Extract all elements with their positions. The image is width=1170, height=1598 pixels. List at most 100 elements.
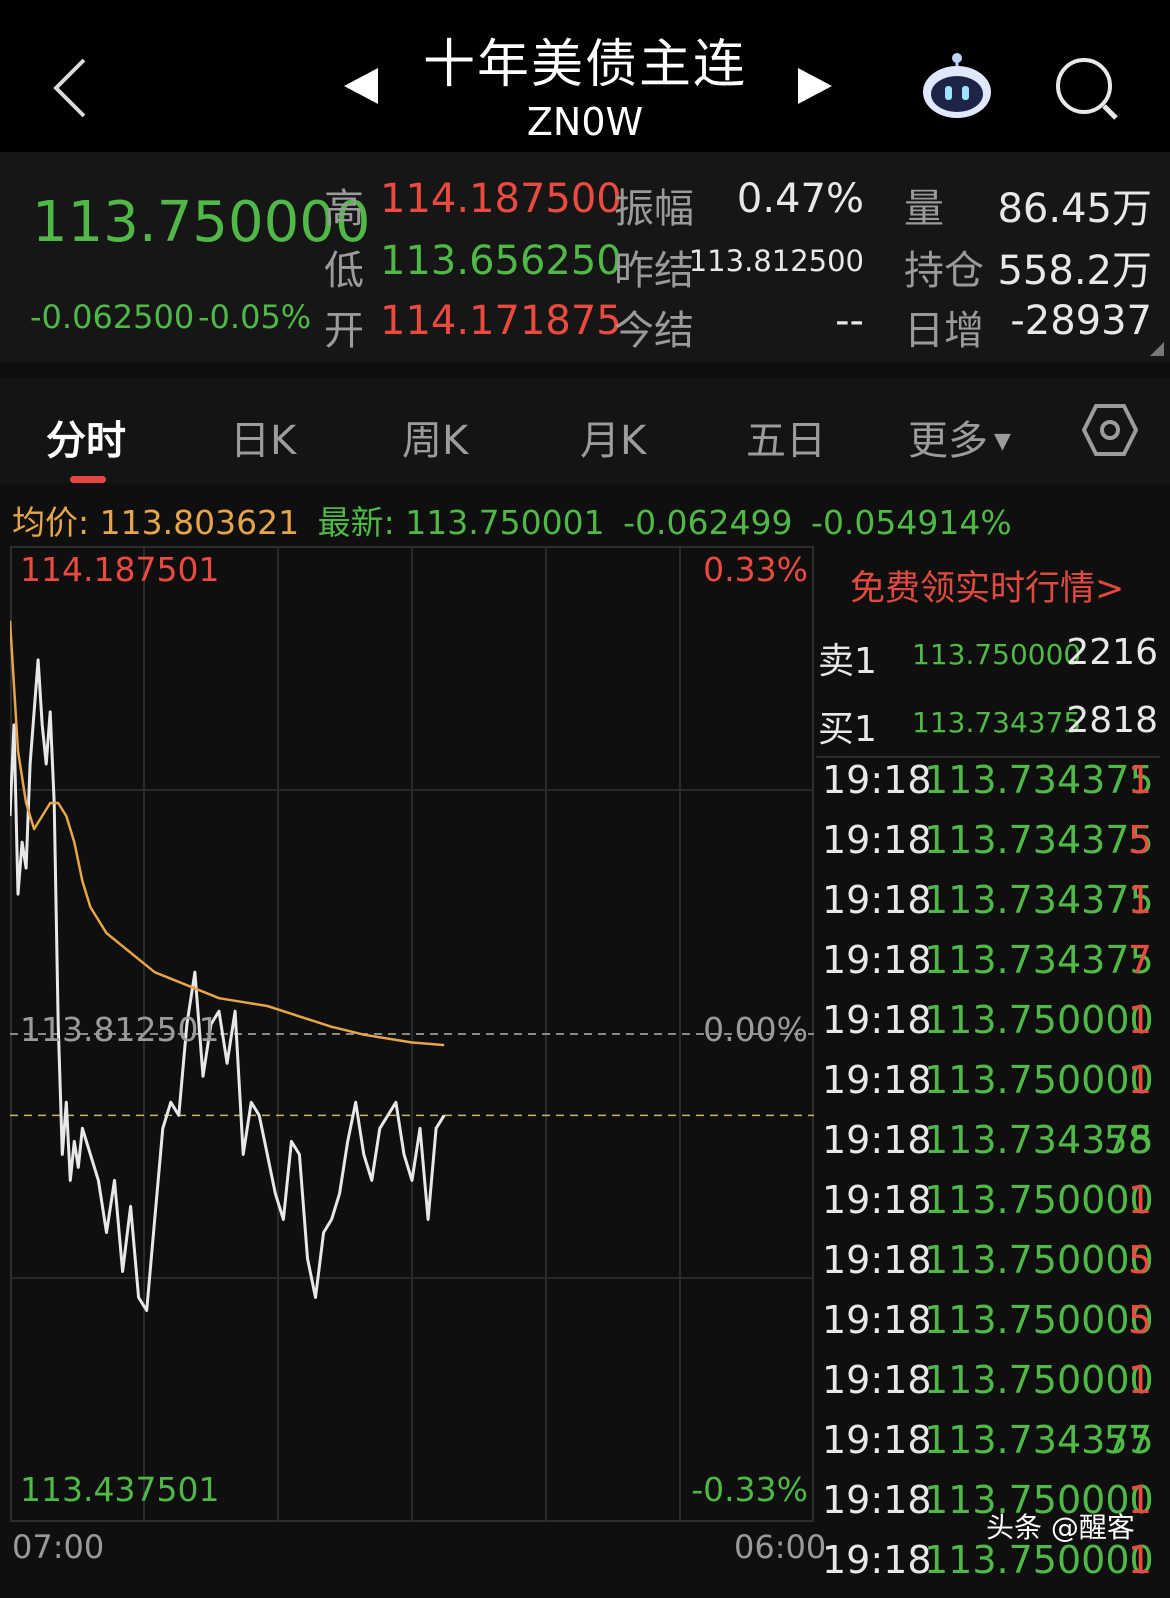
tick-volume: 5	[1127, 818, 1152, 862]
tick-time: 19:18	[822, 1418, 932, 1462]
tab-monthly-k[interactable]: 月K	[580, 418, 647, 464]
low-value: 113.656250	[380, 238, 622, 284]
tick-time: 19:18	[822, 938, 932, 982]
tick-volume: 58	[1103, 1118, 1152, 1162]
ask-label: 卖1	[818, 641, 877, 682]
tick-row: 19:18 113.750000 1	[818, 1058, 1160, 1118]
tick-time: 19:18	[822, 1058, 932, 1102]
avg-label: 均价:	[12, 503, 90, 542]
tab-weekly-k[interactable]: 周K	[402, 418, 469, 464]
open-value: 114.171875	[380, 298, 622, 344]
tick-time: 19:18	[822, 1238, 932, 1282]
x-end-label: 06:00	[734, 1528, 827, 1566]
intraday-chart[interactable]: 114.187501 0.33% 113.812501 0.00% 113.43…	[10, 546, 814, 1522]
tick-volume: 5	[1127, 1298, 1152, 1342]
y-bottom-label: 113.437501	[20, 1470, 220, 1509]
tick-row: 19:18 113.750000 1	[818, 1538, 1160, 1598]
amplitude-label: 振幅	[614, 186, 694, 232]
quote-panel: 113.750000 -0.062500 -0.05% 高 114.187500…	[0, 152, 1170, 362]
tick-price: 113.734375	[924, 938, 1154, 982]
realtime-quote-link[interactable]: 免费领实时行情>	[850, 569, 1125, 609]
tick-price: 113.750000	[924, 1238, 1154, 1282]
amplitude-value: 0.47%	[736, 176, 864, 222]
tick-volume: 1	[1127, 878, 1152, 922]
price-change-pct: -0.05%	[198, 298, 312, 336]
high-value: 114.187500	[380, 176, 622, 222]
prev-settle-value: 113.812500	[688, 244, 864, 278]
tick-row: 19:18 113.734375 7	[818, 938, 1160, 998]
search-icon[interactable]	[1052, 54, 1120, 122]
tick-time: 19:18	[822, 1358, 932, 1402]
hexagon-settings-icon[interactable]	[1082, 404, 1138, 456]
open-label: 开	[324, 308, 364, 354]
last-price: 113.750000	[32, 190, 371, 255]
tick-row: 19:18 113.750000 5	[818, 1238, 1160, 1298]
triangle-right-icon[interactable]	[796, 66, 836, 106]
y-mid-label: 113.812501	[20, 1010, 220, 1049]
tick-volume: 5	[1127, 1238, 1152, 1282]
tick-volume: 57	[1103, 1418, 1152, 1462]
tab-five-day[interactable]: 五日	[746, 418, 826, 464]
active-tab-indicator	[70, 476, 106, 483]
tick-time: 19:18	[822, 1478, 932, 1522]
tick-volume: 1	[1127, 1178, 1152, 1222]
summary-change-pct: -0.054914%	[811, 503, 1012, 542]
back-chevron-icon[interactable]	[50, 56, 90, 120]
tick-row: 19:18 113.750000 1	[818, 1358, 1160, 1418]
volume-value: 86.45万	[997, 186, 1152, 232]
ask-price: 113.750000	[912, 638, 1082, 671]
tick-row: 19:18 113.734375 1	[818, 878, 1160, 938]
tick-volume: 1	[1127, 998, 1152, 1042]
tick-price: 113.750000	[924, 1358, 1154, 1402]
summary-change: -0.062499	[623, 503, 793, 542]
chart-svg	[10, 546, 814, 1522]
period-tabs	[0, 378, 1170, 484]
tick-time: 19:18	[822, 1178, 932, 1222]
watermark: 头条 @醒客	[986, 1511, 1135, 1544]
robot-icon[interactable]	[918, 50, 996, 122]
tick-volume: 1	[1127, 758, 1152, 802]
page-subtitle: ZN0W	[526, 100, 644, 144]
bid-price: 113.734375	[912, 706, 1082, 739]
tick-row: 19:18 113.734375 58	[818, 1118, 1160, 1178]
oi-change-label: 日增	[904, 308, 984, 354]
tick-price: 113.734375	[924, 1418, 1154, 1462]
oi-change-value: -28937	[1010, 298, 1152, 344]
price-change: -0.062500	[30, 298, 195, 336]
latest-label: 最新:	[317, 503, 395, 542]
tick-row: 19:18 113.750000 1	[818, 1478, 1160, 1538]
tab-intraday[interactable]: 分时	[46, 418, 126, 464]
tick-row: 19:18 113.750000 1	[818, 1178, 1160, 1238]
tab-daily-k[interactable]: 日K	[230, 418, 297, 464]
tick-time: 19:18	[822, 1298, 932, 1342]
tick-volume: 7	[1127, 938, 1152, 982]
settle-value: --	[835, 298, 864, 344]
tick-time: 19:18	[822, 1118, 932, 1162]
settle-label: 今结	[614, 308, 694, 354]
tick-volume: 1	[1127, 1478, 1152, 1522]
high-label: 高	[324, 186, 364, 232]
triangle-left-icon[interactable]	[340, 66, 380, 106]
bid-label: 买1	[818, 709, 877, 750]
volume-label: 量	[904, 186, 944, 232]
tab-more-label: 更多	[908, 418, 988, 464]
price-line	[10, 658, 446, 1312]
tick-row: 19:18 113.750000 1	[818, 998, 1160, 1058]
tick-price: 113.734375	[924, 878, 1154, 922]
latest-value: 113.750001	[405, 503, 605, 542]
tab-more[interactable]: 更多 ▼	[908, 408, 1011, 466]
low-label: 低	[324, 248, 364, 294]
tick-price: 113.750000	[924, 998, 1154, 1042]
y-top-label: 114.187501	[20, 550, 220, 589]
bid-volume: 2818	[1066, 700, 1158, 741]
tick-row: 19:18 113.734375 5	[818, 818, 1160, 878]
bid-row: 买1 113.734375 2818	[816, 700, 1160, 750]
tick-price: 113.734375	[924, 818, 1154, 862]
expand-corner-icon[interactable]	[1150, 342, 1164, 356]
tick-row: 19:18 113.734375 57	[818, 1418, 1160, 1478]
orderbook-divider	[816, 756, 1160, 758]
summary-line: 均价: 113.803621 最新: 113.750001 -0.062499 …	[12, 496, 1012, 544]
tick-row: 19:18 113.750000 5	[818, 1298, 1160, 1358]
avg-value: 113.803621	[99, 503, 300, 542]
tick-row: 19:18 113.734375 1	[818, 758, 1160, 818]
